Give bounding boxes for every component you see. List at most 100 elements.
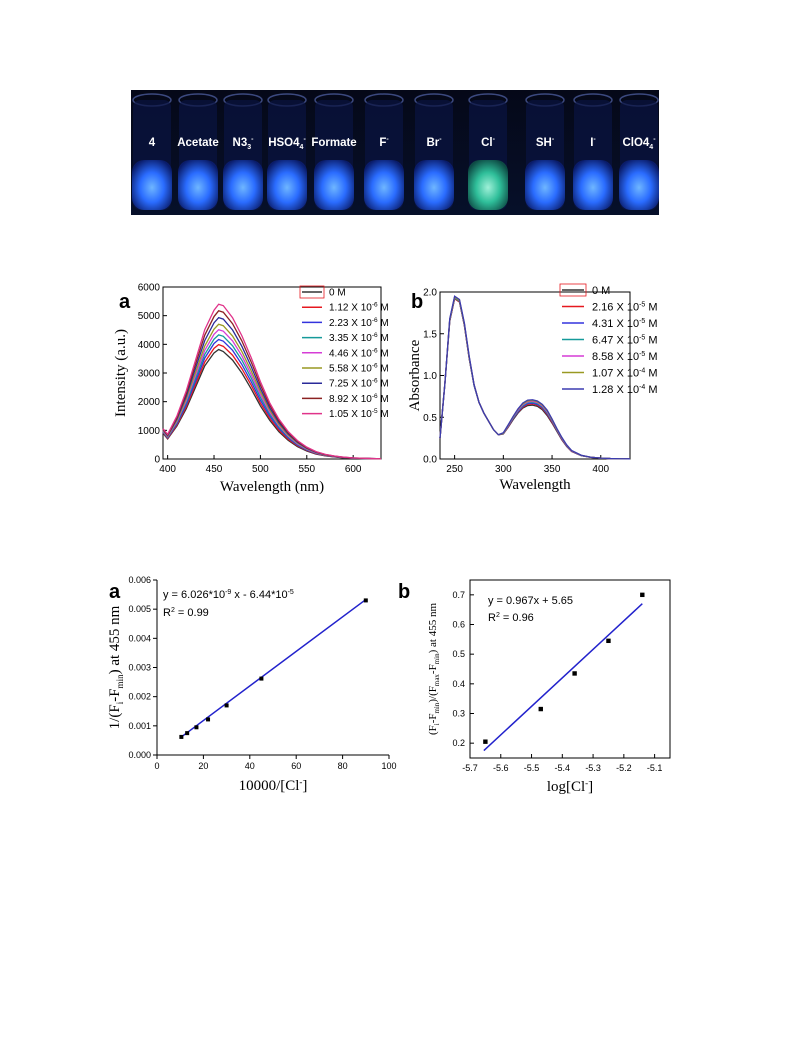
x-tick-label: 80 [338,761,348,771]
fit-line [179,598,367,739]
legend-entry-unit: M [378,318,389,329]
vial-solution [178,160,218,210]
y-axis-label-mid: -F [427,664,439,674]
vial-label: F- [379,136,389,149]
data-point [363,598,368,603]
legend-entry-text: 4.46 X 10 [329,348,372,359]
legend-entry-text: 0 M [592,285,610,297]
panel-label: b [411,291,423,313]
legend-entry-text: 4.31 X 10 [592,318,639,330]
data-point [259,676,264,681]
y-tick-label: 0.006 [128,575,151,585]
y-tick-label: 0.0 [423,455,437,466]
vial: F- [364,93,404,210]
fit-equation-text: y = 6.026*10 [163,589,225,601]
legend-entry: 0 M [329,288,346,299]
y-tick-label: 2000 [138,397,161,408]
y-axis-label-sub: min [433,702,441,713]
legend-entry-exp: -4 [639,384,645,391]
data-point [640,592,645,598]
vial-label: Cl- [481,136,496,149]
y-axis-label-text: 1/(F [107,704,123,729]
legend-entry-exp: -6 [372,378,378,385]
legend-entry-unit: M [645,368,657,380]
y-axis-label-sub: i [433,723,441,725]
legend-entry-text: 7.25 X 10 [329,379,372,390]
x-tick-label: -5.3 [585,763,601,773]
legend-entry-exp: -4 [639,368,645,375]
fit-r-squared: R2 = 0.99 [163,607,209,619]
x-tick-label: -5.4 [555,763,571,773]
legend-entry: 1.07 X 10-4 M [592,368,658,380]
y-tick-label: 4000 [138,340,161,351]
vial-label-text: I [590,137,593,149]
data-point [606,638,611,644]
vial-solution [573,160,613,210]
vial-label-sup: - [303,136,306,143]
vial: Formate [311,93,357,210]
vial: SH- [525,93,565,210]
legend-entry: 0 M [592,285,610,297]
y-tick-label: 0.5 [423,413,437,424]
x-axis-label-sup: - [299,777,302,787]
vial-solution [314,160,354,210]
fit-r-squared: R2 = 0.96 [488,612,534,624]
x-axis-label: 10000/[Cl-] [239,777,308,794]
y-axis-label-sub: i [115,701,125,704]
legend-box [559,283,587,297]
y-tick-label: 2.0 [423,288,437,299]
y-tick-label: 0.005 [128,604,151,614]
x-tick-label: -5.2 [616,763,632,773]
legend-entry-exp: -5 [639,318,645,325]
legend-entry-text: 8.58 X 10 [592,351,639,363]
vial-label-sup: - [653,136,656,143]
absorbance-spectra-chart: b 250 300 350 400 0.0 0.5 1.0 1.5 2.0 Wavelength Ab… [407,283,658,493]
vial-label-text: Br [426,137,439,149]
legend-entry-text: 0 M [329,288,346,299]
vial-label: Br- [426,136,442,149]
legend-entry: 1.28 X 10-4 M [592,384,658,396]
vial-label: N33- [233,136,255,151]
vial-label-text: Formate [311,137,356,149]
x-tick-label: 100 [381,761,396,771]
legend-entry-exp: -6 [372,347,378,354]
vial-label: Acetate [177,137,219,149]
legend-entry: 6.47 X 10-5 M [592,335,658,347]
y-tick-label: 3000 [138,369,161,380]
y-axis-label: Absorbance [407,339,423,411]
vial-label-text: N3 [233,137,248,149]
x-tick-label: -5.5 [524,763,540,773]
legend-entry: 5.58 X 10-6 M [329,363,389,375]
y-tick-label: 0.6 [452,620,465,630]
vial-solution [468,160,508,210]
vial-label: SH- [536,136,555,149]
fit-r-squared-sup: 2 [496,612,500,619]
legend-entry: 1.12 X 10-6 M [329,302,389,314]
vial-label: 4 [149,137,156,149]
vial-label-sub: 4 [649,144,653,151]
y-tick-label: 5000 [138,311,161,322]
legend-entry-unit: M [378,394,389,405]
y-axis-label: 1/(Fi-Fmin) at 455 nm [107,605,125,729]
legend-entry: 1.05 X 10-5 M [329,408,389,420]
legend-entry-exp: -6 [372,332,378,339]
x-tick-label: -5.1 [647,763,663,773]
data-point [224,703,229,708]
y-axis-label-sub: max [433,674,441,687]
y-axis-label-sub: min [115,674,125,689]
vial-label-text: 4 [149,137,156,149]
x-tick-label: 550 [298,464,315,475]
x-tick-label: -5.7 [462,763,478,773]
x-axis-label: Wavelength [499,477,571,493]
vial-solution [619,160,659,210]
vial-label: HSO44- [268,136,306,151]
legend-entry: 4.31 X 10-5 M [592,318,658,330]
vial-label-sub: 4 [300,144,304,151]
y-tick-label: 0.4 [452,679,465,689]
legend-entry-text: 8.92 X 10 [329,394,372,405]
fit-line [483,603,643,752]
benesi-hildebrand-plot: a 0 20 40 60 80 100 0.000 0.001 0.002 0.003 0.004 0.… [107,575,397,794]
vial: ClO44- [619,93,659,210]
y-tick-label: 0.3 [452,709,465,719]
vial-solution [364,160,404,210]
